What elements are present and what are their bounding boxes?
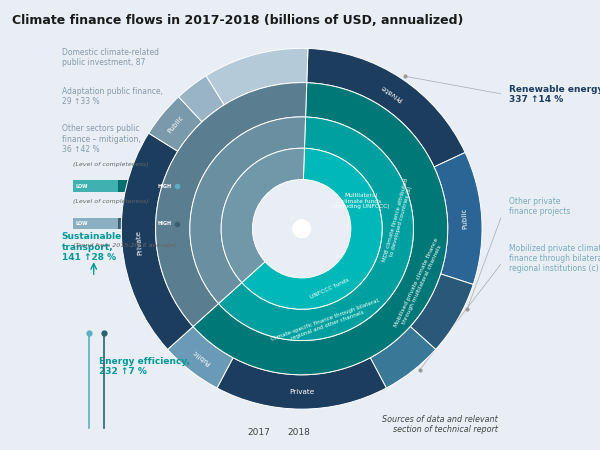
Wedge shape — [370, 327, 436, 388]
Wedge shape — [179, 76, 224, 122]
Text: Adaptation public finance,
29 ↑33 %: Adaptation public finance, 29 ↑33 % — [62, 87, 163, 107]
Wedge shape — [307, 49, 465, 167]
Wedge shape — [121, 133, 193, 349]
Wedge shape — [221, 148, 304, 283]
Text: Climate-specific finance through bilateral,
regional and other channels: Climate-specific finance through bilater… — [271, 297, 383, 347]
Wedge shape — [206, 48, 308, 105]
FancyBboxPatch shape — [118, 217, 173, 230]
Text: Private: Private — [380, 83, 404, 102]
Text: Domestic climate-related
public investment, 87: Domestic climate-related public investme… — [62, 48, 158, 67]
Text: 2018: 2018 — [287, 428, 310, 437]
Text: Private: Private — [289, 389, 314, 395]
Circle shape — [293, 220, 311, 238]
Text: Sources of data and relevant
section of technical report: Sources of data and relevant section of … — [382, 415, 497, 434]
Wedge shape — [410, 274, 473, 349]
Text: 2017: 2017 — [248, 428, 271, 437]
Wedge shape — [155, 83, 307, 327]
Wedge shape — [167, 327, 233, 388]
Text: HIGH: HIGH — [157, 184, 171, 189]
Text: LOW: LOW — [75, 221, 88, 226]
Wedge shape — [190, 117, 305, 304]
Wedge shape — [242, 148, 382, 309]
Text: Other sectors public
finance – mitigation,
36 ↑42 %: Other sectors public finance – mitigatio… — [62, 124, 140, 154]
FancyBboxPatch shape — [118, 180, 173, 192]
Wedge shape — [193, 83, 448, 375]
Text: Climate finance flows in 2017-2018 (billions of USD, annualized): Climate finance flows in 2017-2018 (bill… — [12, 14, 463, 27]
FancyBboxPatch shape — [73, 217, 118, 230]
Text: Multilateral
climate funds
(including UNFCCC): Multilateral climate funds (including UN… — [332, 193, 390, 209]
Text: Renewable energy,
337 ↑14 %: Renewable energy, 337 ↑14 % — [509, 85, 600, 104]
Wedge shape — [434, 153, 482, 284]
Text: UNFCCC funds: UNFCCC funds — [309, 277, 350, 299]
Text: Mobilized private climate
finance through bilateral,
regional institutions (c): Mobilized private climate finance throug… — [509, 243, 600, 274]
Text: Other private
finance projects: Other private finance projects — [509, 197, 570, 216]
Text: Public: Public — [191, 348, 211, 366]
Wedge shape — [217, 358, 386, 409]
Text: Public: Public — [461, 208, 468, 230]
FancyBboxPatch shape — [73, 180, 118, 192]
Text: HIGH: HIGH — [157, 221, 171, 226]
Text: Mobilised private climate finance
through multilateral channels: Mobilised private climate finance throug… — [394, 237, 445, 330]
Text: (Trend from 2015-2016 average): (Trend from 2015-2016 average) — [73, 243, 176, 248]
Wedge shape — [218, 117, 413, 341]
Text: (Level of completeness): (Level of completeness) — [73, 162, 148, 167]
Text: MDB climate finance attributed
to developed countries (b): MDB climate finance attributed to develo… — [382, 177, 415, 263]
Text: Energy efficiency,
232 ↑7 %: Energy efficiency, 232 ↑7 % — [99, 357, 190, 376]
Text: Public: Public — [167, 115, 185, 135]
Text: Private: Private — [135, 230, 143, 256]
Wedge shape — [149, 97, 202, 151]
Text: Sustainable
transport,
141 ↑28 %: Sustainable transport, 141 ↑28 % — [62, 233, 122, 262]
Text: LOW: LOW — [75, 184, 88, 189]
Text: (Level of completeness): (Level of completeness) — [73, 199, 148, 204]
